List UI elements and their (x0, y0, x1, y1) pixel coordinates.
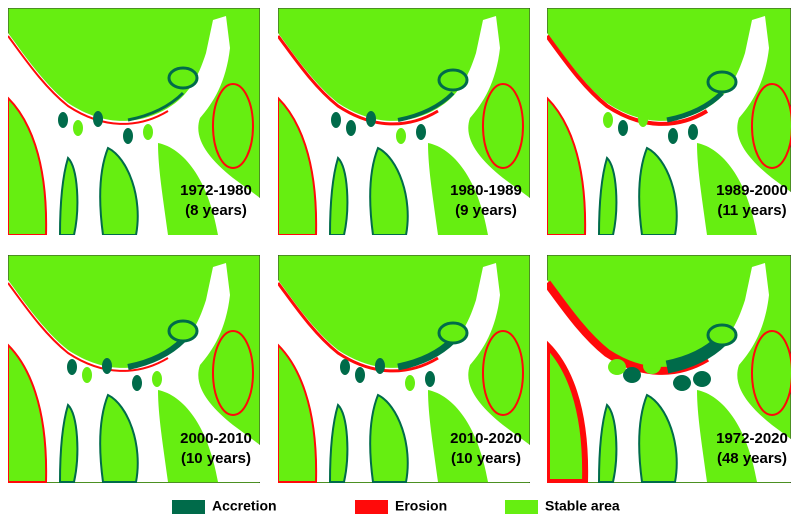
accretion-patch (396, 128, 406, 144)
map-panel: 2000-2010 (10 years) (8, 255, 260, 483)
accretion-patch (366, 111, 376, 127)
accretion-patch (331, 112, 341, 128)
accretion-patch (688, 124, 698, 140)
duration-label: (8 years) (185, 202, 247, 219)
island (169, 68, 197, 88)
period-label: 1989-2000 (716, 182, 788, 199)
accretion-patch (668, 128, 678, 144)
duration-label: (9 years) (455, 202, 517, 219)
accretion-patch (152, 371, 162, 387)
map-panel: 1972-2020 (48 years) (547, 255, 791, 483)
accretion-patch (416, 124, 426, 140)
accretion-patch (693, 371, 711, 387)
accretion-patch (346, 120, 356, 136)
island (483, 331, 523, 415)
accretion-patch (608, 359, 626, 375)
accretion-patch (73, 120, 83, 136)
accretion-patch (405, 375, 415, 391)
duration-label: (48 years) (717, 450, 787, 467)
island (708, 72, 736, 92)
period-label: 1972-2020 (716, 430, 788, 447)
island (752, 331, 791, 415)
duration-label: (10 years) (181, 450, 251, 467)
duration-label: (10 years) (451, 450, 521, 467)
island (213, 84, 253, 168)
map-panel: 1980-1989 (9 years) (278, 8, 530, 235)
accretion-patch (425, 371, 435, 387)
legend-swatch (172, 500, 205, 514)
accretion-patch (102, 358, 112, 374)
island (439, 323, 467, 343)
accretion-patch (603, 112, 613, 128)
island (439, 70, 467, 90)
accretion-patch (58, 112, 68, 128)
accretion-patch (618, 120, 628, 136)
accretion-patch (643, 358, 661, 374)
accretion-patch (123, 128, 133, 144)
legend-swatch (505, 500, 538, 514)
accretion-patch (638, 111, 648, 127)
island (708, 325, 736, 345)
island (752, 84, 791, 168)
island (483, 84, 523, 168)
accretion-patch (67, 359, 77, 375)
accretion-patch (673, 375, 691, 391)
period-label: 2000-2010 (180, 430, 252, 447)
map-panel: 1989-2000 (11 years) (547, 8, 791, 235)
accretion-patch (340, 359, 350, 375)
period-label: 1972-1980 (180, 182, 252, 199)
legend-label: Erosion (395, 498, 447, 514)
accretion-patch (623, 367, 641, 383)
legend-label: Stable area (545, 498, 620, 514)
map-panel: 2010-2020 (10 years) (278, 255, 530, 483)
accretion-patch (375, 358, 385, 374)
map-panel: 1972-1980 (8 years) (8, 8, 260, 235)
duration-label: (11 years) (717, 202, 786, 219)
legend-label: Accretion (212, 498, 277, 514)
accretion-patch (143, 124, 153, 140)
accretion-patch (132, 375, 142, 391)
island (213, 331, 253, 415)
accretion-patch (355, 367, 365, 383)
accretion-patch (93, 111, 103, 127)
legend-swatch (355, 500, 388, 514)
period-label: 1980-1989 (450, 182, 522, 199)
island (169, 321, 197, 341)
accretion-patch (82, 367, 92, 383)
period-label: 2010-2020 (450, 430, 522, 447)
figure: 1972-1980 (8 years) 1980-1989 (9 years) 1989… (0, 0, 791, 517)
